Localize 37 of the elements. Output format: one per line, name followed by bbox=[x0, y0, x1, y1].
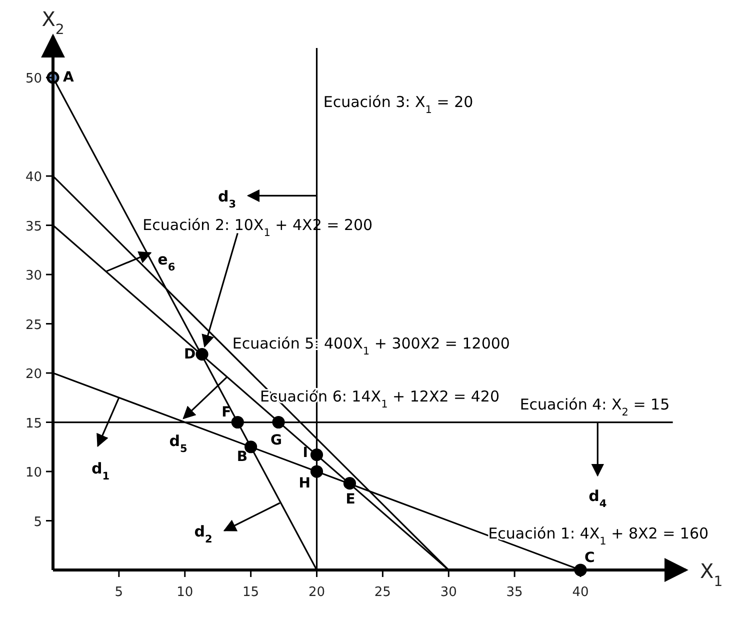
annotation: e$_{6}$ bbox=[158, 250, 176, 274]
annotation: d$_{2}$ bbox=[194, 522, 212, 546]
annotation: E bbox=[346, 491, 356, 508]
y-tick-label: 20 bbox=[25, 367, 42, 382]
annotation: G bbox=[270, 432, 282, 448]
series-label: Ecuación 1: 4X$_{1}$ + 8X2 = 160 bbox=[488, 524, 709, 548]
x-axis-title: X$_{1}$ bbox=[700, 559, 723, 590]
annotation: H bbox=[298, 476, 310, 492]
x-tick-label: 25 bbox=[374, 585, 391, 600]
annotation: d$_{1}$ bbox=[91, 459, 110, 482]
y-axis-title: X$_{2}$ bbox=[42, 7, 64, 38]
annotation: I bbox=[302, 444, 308, 461]
y-tick-label: 50 bbox=[25, 72, 42, 87]
series-label: Ecuación 3: X$_{1}$ = 20 bbox=[323, 93, 474, 116]
annotation: d$_{3}$ bbox=[218, 188, 236, 211]
x-tick-label: 20 bbox=[308, 585, 326, 600]
annotation: F bbox=[222, 404, 232, 420]
y-tick-label: 30 bbox=[25, 268, 42, 284]
y-tick-label: 35 bbox=[25, 219, 42, 234]
x-tick-label: 40 bbox=[572, 585, 589, 600]
y-tick-label: 10 bbox=[25, 466, 42, 481]
x-tick-label: 15 bbox=[242, 585, 260, 600]
annotation: D bbox=[184, 346, 196, 362]
series-label: Ecuación 4: X$_{2}$ = 15 bbox=[520, 395, 670, 418]
y-tick-label: 25 bbox=[25, 318, 42, 333]
y-tick-label: 40 bbox=[25, 170, 42, 186]
x-tick-label: 5 bbox=[114, 585, 124, 600]
y-tick-label: 5 bbox=[34, 514, 42, 530]
annotation: A bbox=[63, 70, 74, 86]
x-tick-label: 35 bbox=[506, 585, 523, 600]
annotation: d$_{5}$ bbox=[169, 432, 188, 455]
x-tick-label: 30 bbox=[440, 585, 457, 600]
x-tick-label: 10 bbox=[176, 585, 194, 600]
annotation: B bbox=[236, 448, 248, 465]
annotation: C bbox=[584, 550, 595, 566]
y-tick-label: 15 bbox=[25, 416, 42, 432]
annotation: d$_{4}$ bbox=[588, 487, 607, 510]
